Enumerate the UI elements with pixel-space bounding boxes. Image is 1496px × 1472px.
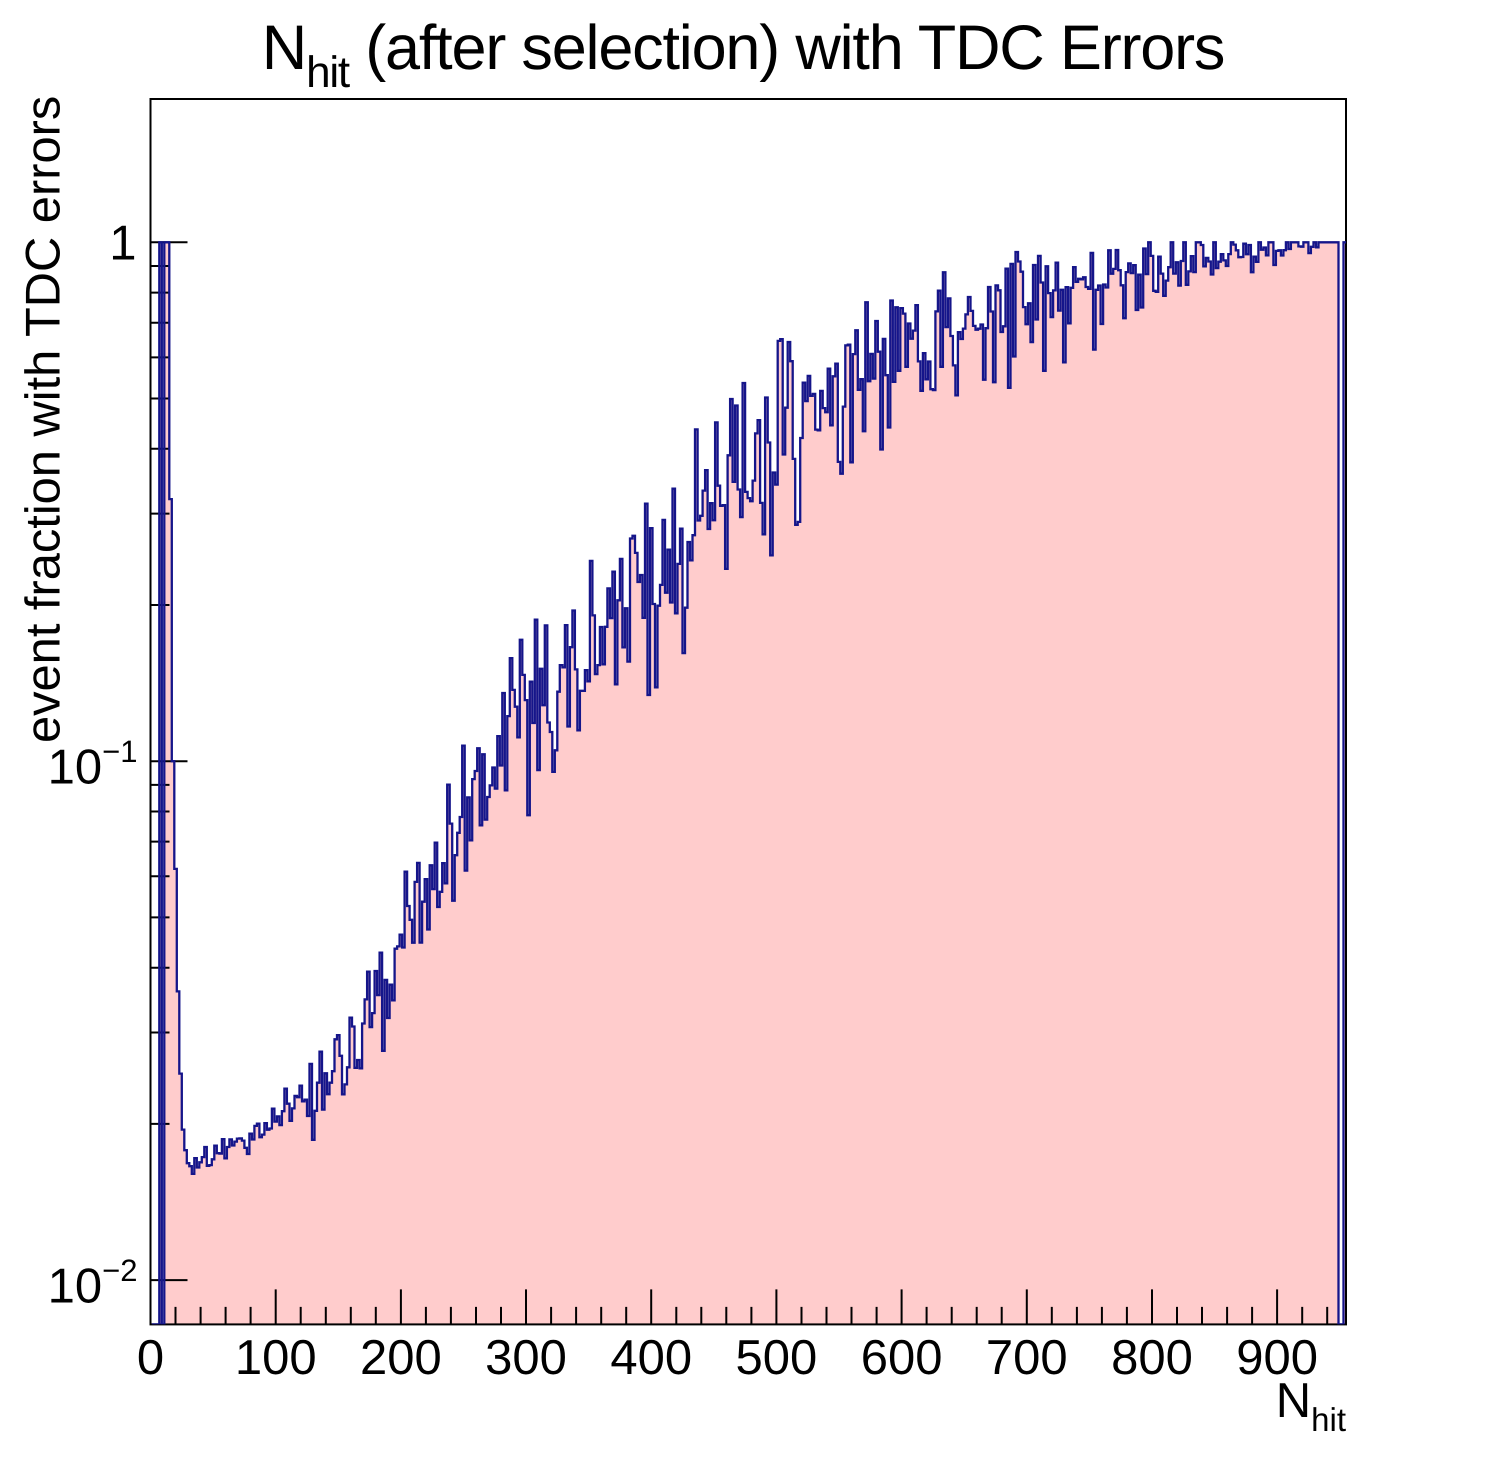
svg-text:300: 300 bbox=[485, 1331, 567, 1385]
svg-text:Nhit: Nhit bbox=[1276, 1374, 1346, 1438]
svg-text:0: 0 bbox=[137, 1331, 164, 1385]
svg-text:700: 700 bbox=[986, 1331, 1068, 1385]
svg-text:200: 200 bbox=[360, 1331, 442, 1385]
svg-text:400: 400 bbox=[610, 1331, 692, 1385]
svg-text:900: 900 bbox=[1236, 1331, 1318, 1385]
svg-text:600: 600 bbox=[861, 1331, 943, 1385]
svg-text:500: 500 bbox=[736, 1331, 818, 1385]
svg-text:800: 800 bbox=[1111, 1331, 1193, 1385]
svg-text:100: 100 bbox=[235, 1331, 317, 1385]
svg-text:event fraction with TDC errors: event fraction with TDC errors bbox=[17, 96, 71, 743]
svg-text:1: 1 bbox=[109, 217, 136, 271]
